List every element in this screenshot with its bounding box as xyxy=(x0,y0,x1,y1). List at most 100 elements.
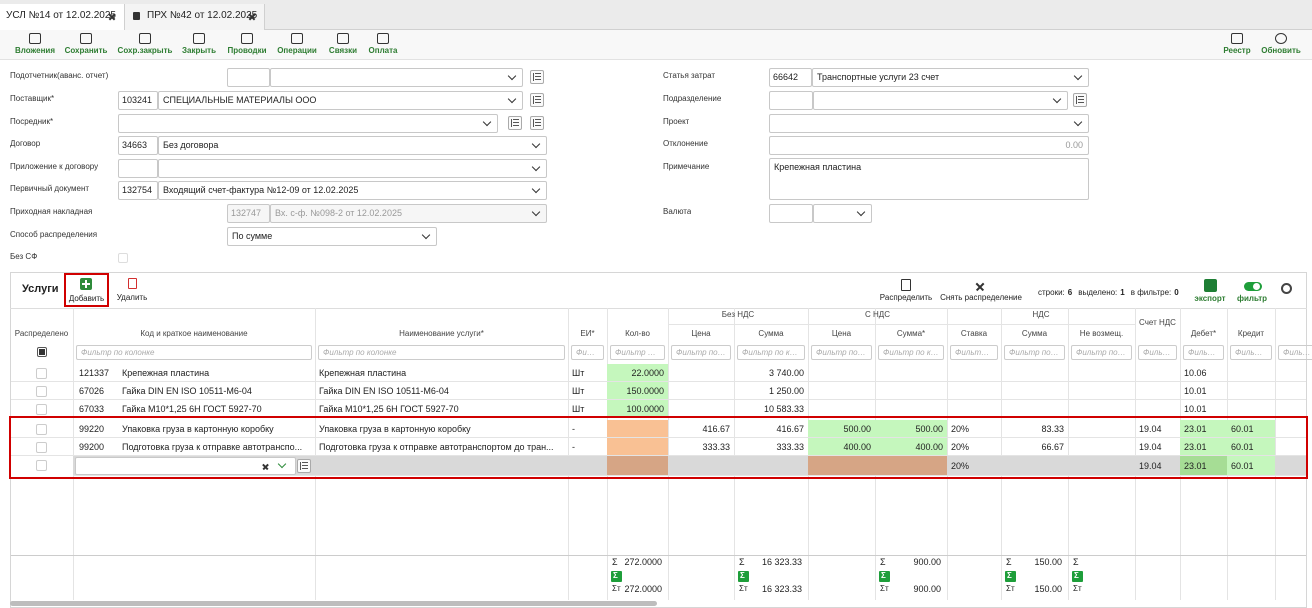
field-value: Без договора xyxy=(163,140,219,150)
column-header[interactable]: Счет НДС xyxy=(1139,318,1176,327)
input[interactable] xyxy=(769,91,813,110)
filter-label[interactable]: фильтр xyxy=(1236,294,1268,303)
sigma: Σ xyxy=(880,557,886,567)
input[interactable] xyxy=(158,91,523,110)
column-header[interactable]: ЕИ* xyxy=(580,329,595,338)
sigma-total: Σт xyxy=(1073,584,1082,593)
toolbar-icon[interactable] xyxy=(241,33,253,44)
column-header[interactable]: Сумма xyxy=(758,329,784,338)
column-header[interactable]: Цена xyxy=(831,329,852,338)
table-row[interactable] xyxy=(11,364,1306,382)
input[interactable] xyxy=(812,68,1089,87)
filter-input[interactable]: Фильтр по колонке xyxy=(737,345,805,360)
input[interactable] xyxy=(769,114,1089,133)
input[interactable] xyxy=(813,204,872,223)
row-checkbox[interactable] xyxy=(36,460,47,471)
list-line xyxy=(302,468,308,469)
filter-input[interactable]: Фильтр по колонке xyxy=(318,345,565,360)
input[interactable] xyxy=(270,204,547,223)
toolbar-icon[interactable] xyxy=(337,33,349,44)
input[interactable] xyxy=(270,68,523,87)
filter-input[interactable]: Фильтр по колонке xyxy=(1183,345,1224,360)
column-header[interactable]: Кредит xyxy=(1237,329,1265,338)
scrollbar[interactable] xyxy=(10,601,657,606)
input[interactable] xyxy=(118,181,158,200)
cell: 3 740.00 xyxy=(768,368,804,378)
add-label[interactable]: Добавить xyxy=(68,294,105,303)
field-value: Вх. с-ф. №098-2 от 12.02.2025 xyxy=(275,208,402,218)
filter-input[interactable]: Фильтр по колонке xyxy=(878,345,944,360)
toolbar-icon[interactable] xyxy=(377,33,389,44)
select-all-checkbox[interactable] xyxy=(37,347,47,357)
input[interactable] xyxy=(227,227,437,246)
table-row[interactable] xyxy=(11,382,1306,400)
column-divider xyxy=(1275,308,1276,600)
column-header[interactable]: Код и краткое наименование xyxy=(140,329,248,338)
column-header[interactable]: Наименование услуги* xyxy=(399,329,484,338)
input[interactable] xyxy=(75,457,296,475)
filter-input[interactable]: Фильтр по колонке xyxy=(811,345,872,360)
input[interactable] xyxy=(118,91,158,110)
toolbar-icon[interactable] xyxy=(193,33,205,44)
column-header[interactable]: Кол-во xyxy=(625,329,650,338)
input[interactable] xyxy=(227,68,270,87)
checkbox[interactable] xyxy=(118,253,128,263)
total-value: 16 323.33 xyxy=(761,584,802,594)
input[interactable] xyxy=(158,159,547,178)
filter-input[interactable]: Фильтр по колонке xyxy=(950,345,998,360)
add-button[interactable] xyxy=(64,273,109,307)
row-checkbox[interactable] xyxy=(36,404,47,415)
filter-input[interactable]: Фильтр по колонке xyxy=(1004,345,1065,360)
tab[interactable] xyxy=(125,4,265,30)
input[interactable] xyxy=(769,204,813,223)
input[interactable] xyxy=(769,158,1089,200)
cell-highlight xyxy=(875,456,947,475)
input[interactable] xyxy=(118,159,158,178)
toolbar-button[interactable]: Оплата xyxy=(368,46,398,55)
undistribute-label[interactable]: Снять распределение xyxy=(940,293,1022,302)
input[interactable] xyxy=(158,181,547,200)
toolbar-icon[interactable] xyxy=(1231,33,1243,44)
column-header[interactable]: Сумма xyxy=(1021,329,1048,338)
filter-input[interactable]: Фильтр по колонке xyxy=(610,345,665,360)
filter-input[interactable]: Фильтр по колонке xyxy=(1230,345,1272,360)
input[interactable] xyxy=(118,136,158,155)
field-label: Поставщик* xyxy=(10,94,55,103)
table-row[interactable] xyxy=(11,420,1306,438)
counter: выделено: xyxy=(1078,288,1118,297)
input[interactable] xyxy=(813,91,1068,110)
row-checkbox[interactable] xyxy=(36,368,47,379)
row-checkbox[interactable] xyxy=(36,424,47,435)
toolbar-icon[interactable] xyxy=(291,33,303,44)
filter-input[interactable]: Фильтр по колонке xyxy=(671,345,731,360)
input[interactable] xyxy=(227,204,270,223)
toolbar-icon[interactable] xyxy=(1275,33,1287,44)
filter-input[interactable]: Фильтр по колонке xyxy=(1138,345,1177,360)
column-header[interactable]: Сумма* xyxy=(896,329,926,338)
row-checkbox[interactable] xyxy=(36,386,47,397)
input[interactable] xyxy=(769,68,812,87)
row-checkbox[interactable] xyxy=(36,442,47,453)
column-header[interactable]: Ставка xyxy=(960,329,988,338)
settings-icon[interactable] xyxy=(1281,283,1292,294)
toolbar-icon[interactable] xyxy=(139,33,151,44)
filter-input[interactable]: Фильтр по колонке xyxy=(1071,345,1132,360)
input[interactable] xyxy=(769,136,1089,155)
delete-label[interactable]: Удалить xyxy=(116,293,148,302)
column-header[interactable]: Распределено xyxy=(14,329,69,338)
tab[interactable] xyxy=(0,4,125,30)
export-label[interactable]: экспорт xyxy=(1194,294,1226,303)
filter-input[interactable]: Фильтр по колонке xyxy=(76,345,312,360)
input[interactable] xyxy=(158,136,547,155)
filter-input[interactable]: Фильтр по колонке xyxy=(571,345,604,360)
column-header[interactable]: Не возмещ. xyxy=(1079,329,1124,338)
table-row[interactable] xyxy=(11,438,1306,456)
toolbar-icon[interactable] xyxy=(29,33,41,44)
input[interactable] xyxy=(118,114,498,133)
filter-input[interactable]: Фильтр по колонке xyxy=(1278,345,1312,360)
column-header[interactable]: Цена xyxy=(691,329,711,338)
distribute-label[interactable]: Распределить xyxy=(879,293,933,302)
toolbar-button[interactable]: Обновить xyxy=(1261,46,1301,55)
column-header[interactable]: Дебет* xyxy=(1190,329,1217,338)
toolbar-icon[interactable] xyxy=(80,33,92,44)
